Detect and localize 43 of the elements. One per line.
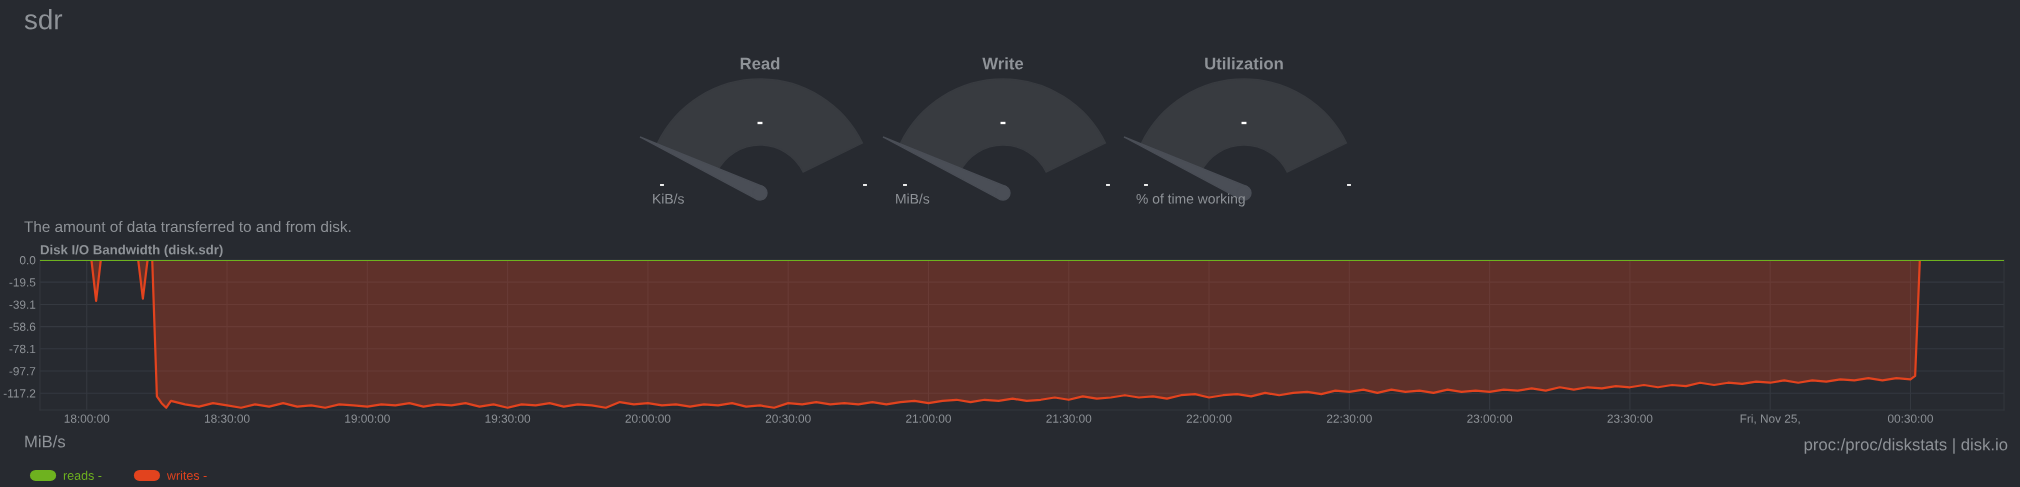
y-tick-label: 0.0 xyxy=(19,256,36,265)
x-tick-label: 18:00:00 xyxy=(64,414,110,423)
text: - xyxy=(863,184,867,186)
text: - xyxy=(757,121,763,125)
x-tick-label: 21:30:00 xyxy=(1046,414,1092,423)
x-tick-label: 00:30:00 xyxy=(1887,414,1933,423)
text: % of time working xyxy=(1136,193,1245,207)
x-tick-label: 20:30:00 xyxy=(765,414,811,423)
x-tick-label: 19:30:00 xyxy=(485,414,531,423)
text: - xyxy=(1347,184,1351,186)
text: Utilization xyxy=(1205,57,1283,70)
text: - xyxy=(1106,184,1110,186)
y-tick-label: -58.6 xyxy=(9,322,36,331)
y-tick-label: -39.1 xyxy=(9,300,36,309)
text: proc:/proc/diskstats | disk.io xyxy=(1804,438,2008,454)
text: KiB/s xyxy=(653,193,684,204)
text: Read xyxy=(740,57,780,70)
text: sdr xyxy=(24,9,63,30)
x-tick-label: 19:00:00 xyxy=(345,414,390,423)
y-tick-label: -117.2 xyxy=(3,389,36,398)
text: - xyxy=(1000,121,1006,125)
text: - xyxy=(1144,184,1148,186)
legend-label: reads - xyxy=(63,470,102,480)
y-tick-label: -19.5 xyxy=(9,278,36,287)
x-tick-label: 21:00:00 xyxy=(906,414,951,423)
y-tick-label: -78.1 xyxy=(9,344,36,354)
text: - xyxy=(903,184,907,186)
text: The amount of data transferred to and from disk. xyxy=(24,220,351,233)
text: Write xyxy=(982,57,1024,70)
x-tick-label: 22:00:00 xyxy=(1186,414,1232,423)
x-tick-label: 18:30:00 xyxy=(204,414,250,423)
text: MiB/s xyxy=(25,435,66,448)
x-tick-label: 23:00:00 xyxy=(1467,414,1513,423)
x-tick-label: 23:30:00 xyxy=(1607,414,1653,423)
legend-label: writes - xyxy=(166,470,207,480)
y-tick-label: -97.7 xyxy=(9,367,36,376)
chart-title: Disk I/O Bandwidth (disk.sdr) xyxy=(40,244,223,257)
text: - xyxy=(1241,121,1247,125)
x-tick-label: 20:00:00 xyxy=(625,414,671,423)
text: MiB/s xyxy=(896,193,930,204)
x-tick-label: 22:30:00 xyxy=(1326,414,1372,423)
text: - xyxy=(660,184,664,186)
x-tick-label: Fri, Nov 25, xyxy=(1740,414,1800,425)
